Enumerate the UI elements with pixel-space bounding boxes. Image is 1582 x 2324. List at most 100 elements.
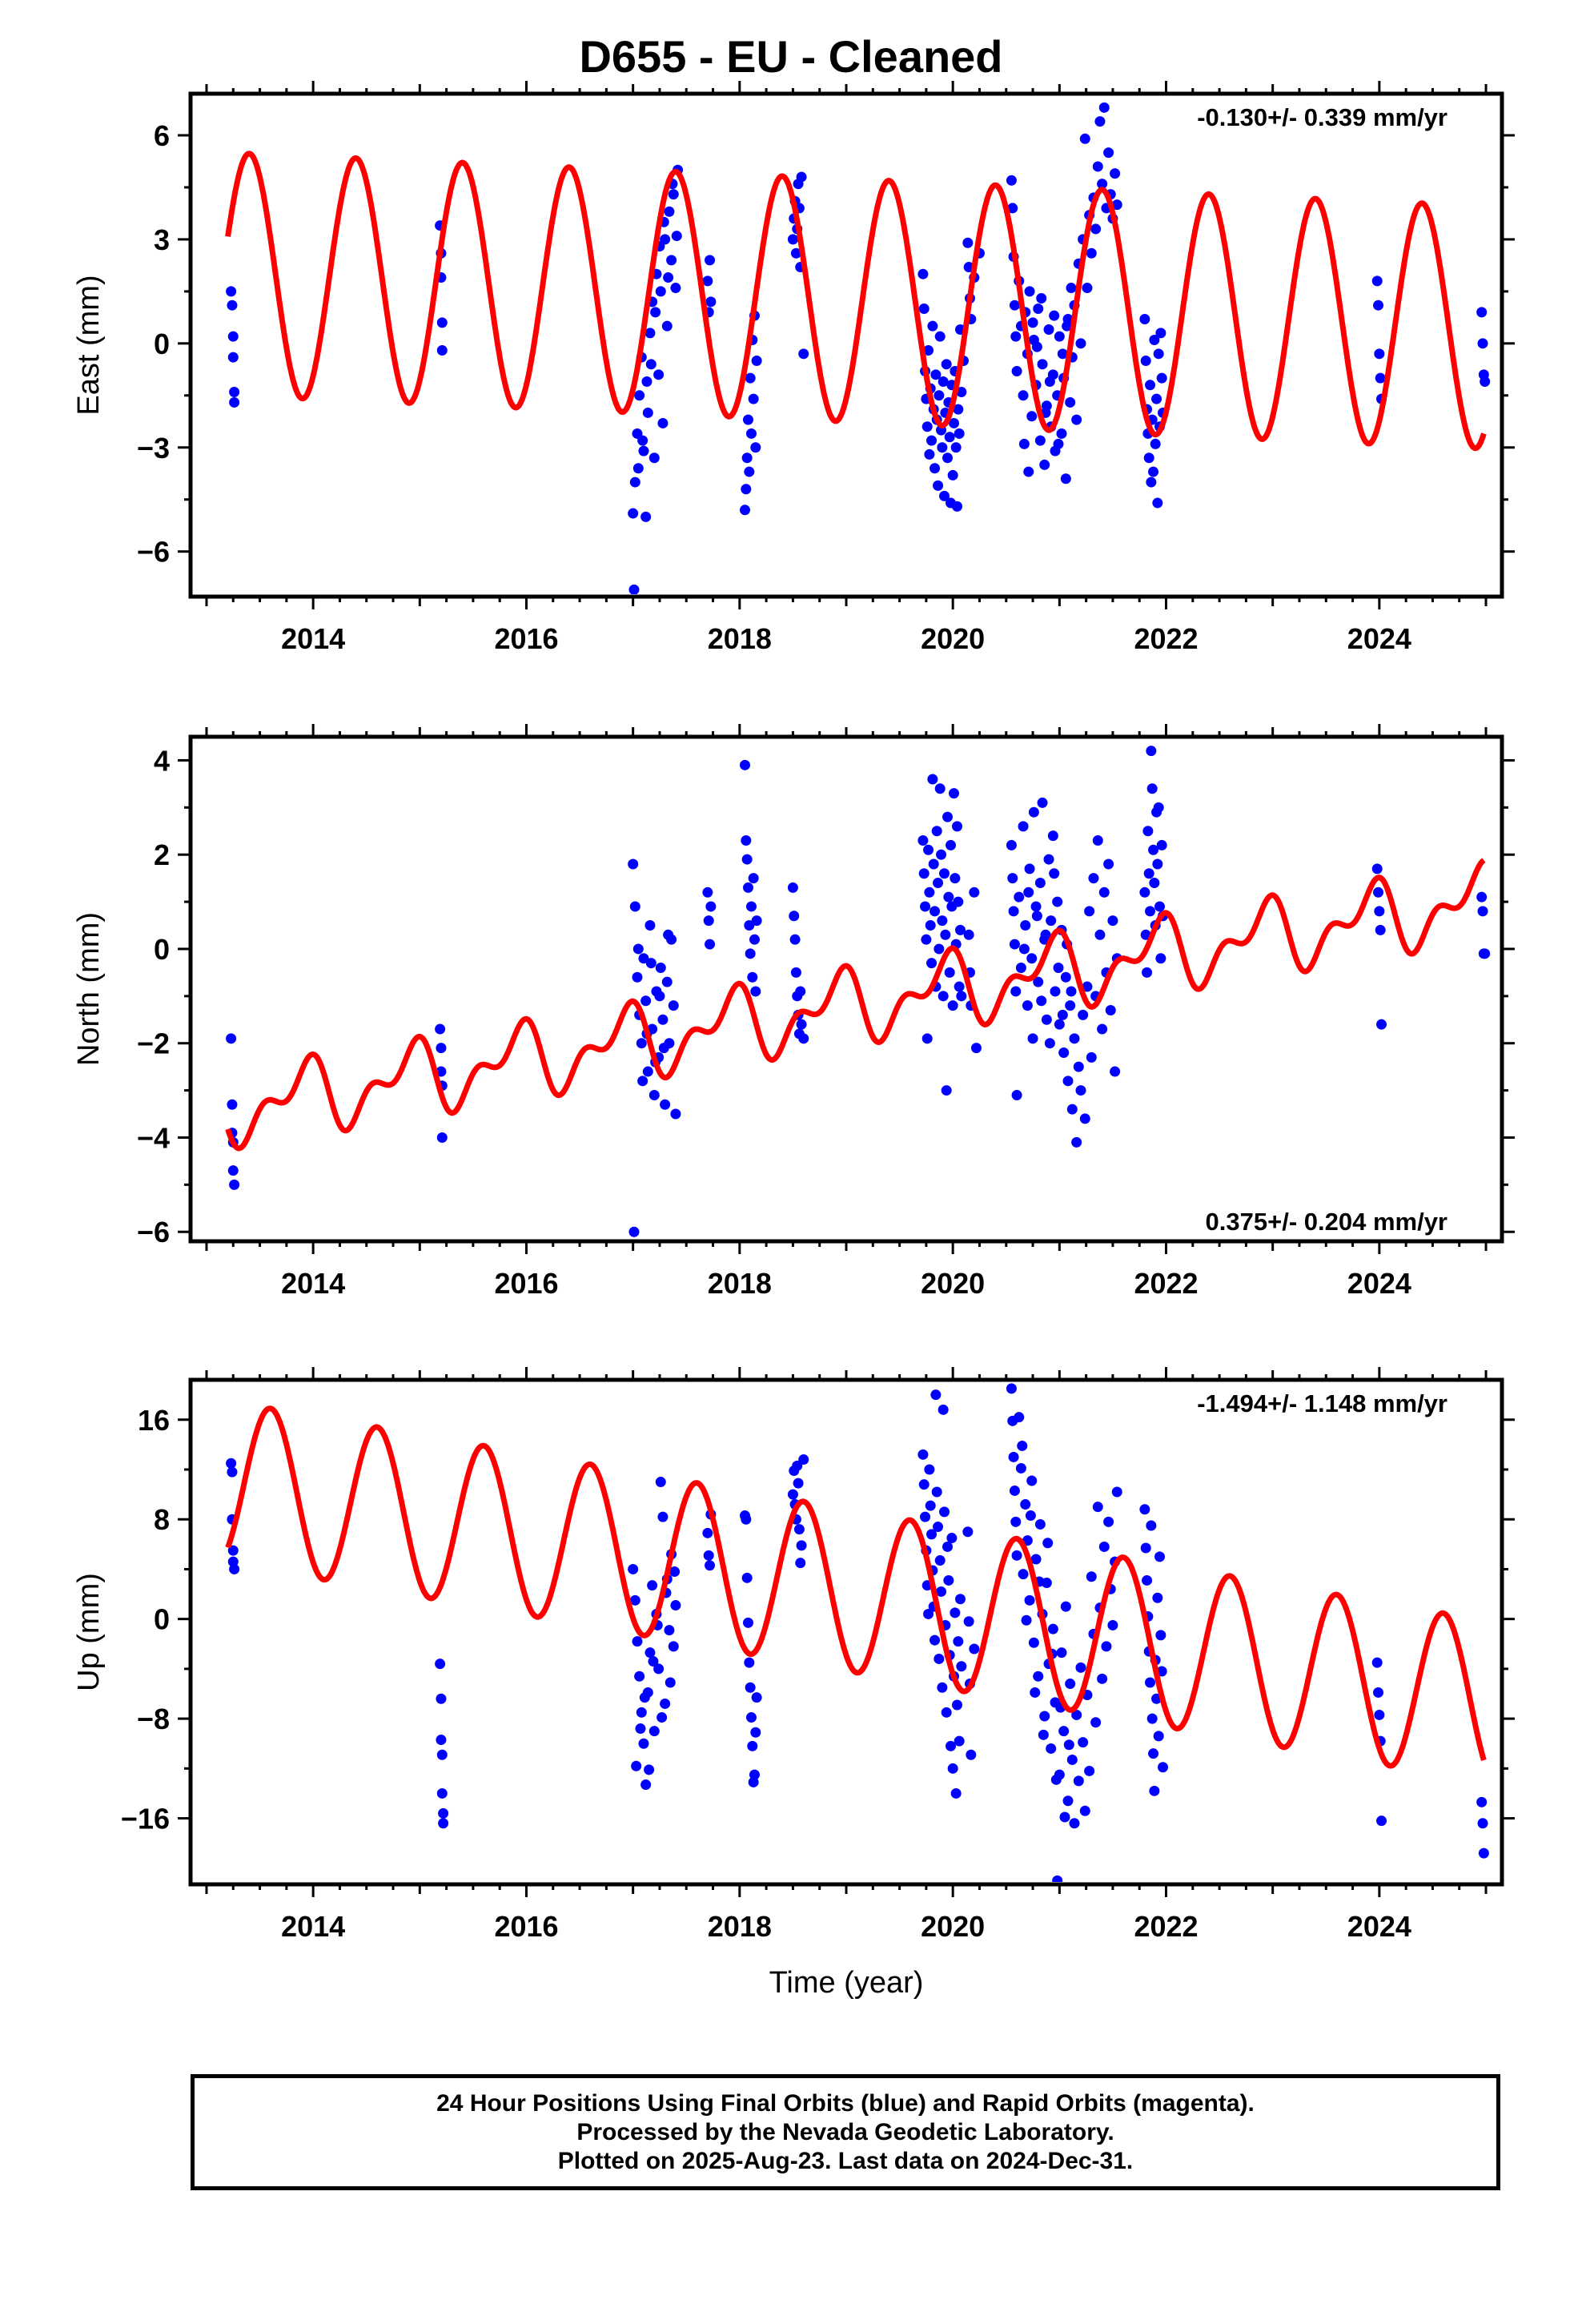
data-point [1017,1440,1028,1451]
data-point [1098,1541,1110,1552]
data-point [745,1682,756,1693]
data-point [703,1550,714,1561]
data-point [926,435,938,446]
data-point [787,1489,798,1500]
data-point [1024,286,1035,297]
data-point [1374,906,1385,917]
data-point [644,1647,656,1659]
data-point [1103,858,1114,870]
data-point [1033,304,1044,315]
data-point [923,1608,934,1619]
data-point [638,445,649,456]
data-point [702,887,713,898]
data-point [436,1132,448,1143]
data-point [1158,1762,1169,1773]
data-point [229,386,240,397]
data-point [938,1404,949,1415]
data-point [745,428,757,439]
data-point [953,896,964,907]
data-point [1148,466,1159,477]
data-point [1478,1848,1489,1859]
data-point [705,296,717,308]
data-point [930,463,941,474]
data-point [1143,452,1154,464]
data-point [1063,1739,1074,1751]
data-point [1015,963,1026,974]
chart-panel-up: 2014 2016 2018 2020 2022 2024 16 8 0 −8 −16 Up (mm)… [72,1367,1515,2000]
data-points [226,1383,1489,1882]
data-point [1041,1014,1052,1025]
data-point [1111,1486,1122,1498]
data-point [629,901,640,912]
footer-line-1: 24 Hour Positions Using Final Orbits (bl… [436,2089,1255,2117]
data-point [665,1677,676,1688]
data-point [1056,428,1067,439]
data-point [1152,497,1163,509]
x-tick-label: 2024 [1347,1910,1411,1943]
data-point [742,1617,753,1628]
data-point [954,1594,966,1605]
data-point [749,1769,760,1780]
data-point [1010,1516,1022,1527]
data-point [1006,175,1017,186]
data-point [1059,1811,1070,1823]
data-point [648,1656,659,1667]
data-point [660,1698,671,1709]
data-point [1110,1066,1121,1077]
data-point [954,924,966,935]
chart-panel-east: 2014 2016 2018 2020 2022 2024 6 3 0 −3 −6 East (mm)… [72,81,1515,655]
page-title: D655 - EU - Cleaned [579,31,1003,82]
data-point [745,1712,757,1723]
x-tick-label: 2018 [708,1910,772,1943]
data-point [661,976,673,987]
y-tick-label: −8 [137,1703,170,1735]
data-point [923,344,934,356]
x-tick-label: 2018 [708,622,772,655]
data-point [628,584,640,594]
data-point [1037,797,1048,808]
data-point [750,986,761,997]
data-point [226,1033,237,1044]
rate-label: -1.494+/- 1.148 mm/yr [1197,1389,1447,1417]
data-point [660,1099,671,1110]
data-point [1037,359,1048,370]
data-point [702,275,713,287]
data-point [631,1760,642,1771]
data-point [226,1458,237,1469]
data-point [923,844,934,855]
data-point [953,404,964,415]
x-tick-label: 2014 [281,622,345,655]
data-point [956,991,967,1002]
data-point [1140,355,1151,366]
data-point [745,948,756,959]
data-point [1044,376,1055,387]
data-point [1058,1726,1070,1737]
data-point [798,1033,809,1044]
data-point [1153,1731,1164,1742]
data-point [1105,1004,1116,1015]
data-point [924,1464,935,1475]
data-point [1018,438,1030,449]
data-point [749,934,760,945]
data-point [1374,348,1385,360]
data-point [1107,1619,1118,1630]
data-point [1026,1475,1038,1486]
data-point [1062,1076,1074,1087]
data-point [1028,806,1039,818]
data-point [1015,1462,1026,1474]
data-point [1027,317,1038,328]
data-point [739,759,750,770]
data-point [1097,1023,1108,1035]
data-point [1098,887,1110,898]
data-point [969,1643,980,1655]
data-point [1146,476,1157,488]
data-point [1084,1765,1095,1776]
data-point [742,414,753,425]
data-point [1107,915,1118,927]
y-tick-label: 8 [154,1503,170,1536]
data-point [657,1014,669,1025]
data-point [640,1779,652,1791]
data-point [655,963,666,974]
data-point [938,991,949,1002]
data-point [789,934,801,945]
